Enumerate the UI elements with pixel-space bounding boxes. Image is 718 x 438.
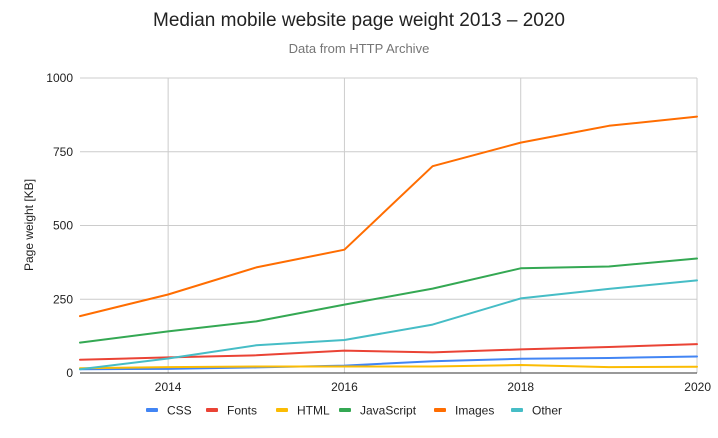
x-axis-ticks: 2014 2016 2018 2020 xyxy=(155,380,712,394)
y-tick-label: 1000 xyxy=(46,71,73,85)
y-tick-label: 0 xyxy=(66,366,73,380)
legend-swatch xyxy=(206,408,218,412)
x-tick-label: 2020 xyxy=(684,380,711,394)
legend-item-css[interactable]: CSS xyxy=(146,404,192,418)
legend-label: Fonts xyxy=(227,404,257,418)
y-axis-ticks: 0 250 500 750 1000 xyxy=(46,71,73,380)
legend: CSS Fonts HTML JavaScript Images Other xyxy=(146,404,562,418)
legend-label: CSS xyxy=(167,404,192,418)
series-lines xyxy=(80,117,697,370)
series-line-html xyxy=(80,365,697,368)
series-line-javascript xyxy=(80,259,697,343)
legend-item-fonts[interactable]: Fonts xyxy=(206,404,257,418)
series-line-images xyxy=(80,117,697,317)
y-tick-label: 250 xyxy=(53,292,73,306)
legend-item-html[interactable]: HTML xyxy=(276,404,330,418)
legend-item-javascript[interactable]: JavaScript xyxy=(339,404,417,418)
legend-swatch xyxy=(339,408,351,412)
y-tick-label: 500 xyxy=(53,219,73,233)
legend-swatch xyxy=(276,408,288,412)
legend-item-other[interactable]: Other xyxy=(511,404,562,418)
legend-swatch xyxy=(146,408,158,412)
x-tick-label: 2016 xyxy=(331,380,358,394)
legend-label: Other xyxy=(532,404,562,418)
legend-label: HTML xyxy=(297,404,330,418)
gridlines xyxy=(80,78,697,373)
legend-swatch xyxy=(434,408,446,412)
legend-label: JavaScript xyxy=(360,404,417,418)
legend-swatch xyxy=(511,408,523,412)
y-tick-label: 750 xyxy=(53,145,73,159)
x-tick-label: 2014 xyxy=(155,380,182,394)
x-tick-label: 2018 xyxy=(507,380,534,394)
y-axis-title: Page weight [KB] xyxy=(22,179,36,271)
legend-item-images[interactable]: Images xyxy=(434,404,494,418)
legend-label: Images xyxy=(455,404,494,418)
